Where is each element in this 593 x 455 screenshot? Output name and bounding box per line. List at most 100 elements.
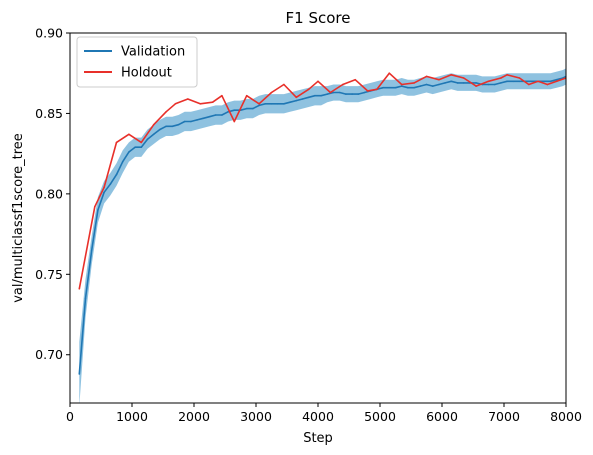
data-point-holdout bbox=[438, 78, 440, 81]
chart-title: F1 Score bbox=[286, 9, 351, 27]
data-point-validation bbox=[500, 82, 502, 84]
data-point-holdout bbox=[506, 74, 508, 76]
data-point-validation bbox=[512, 80, 515, 83]
data-point-validation bbox=[78, 373, 81, 375]
data-point-holdout bbox=[528, 83, 530, 86]
data-point-validation bbox=[276, 103, 279, 105]
y-tick-label: 0.90 bbox=[35, 26, 63, 41]
series-line-validation bbox=[78, 75, 566, 375]
data-point-holdout bbox=[342, 83, 344, 86]
data-point-holdout bbox=[487, 80, 490, 83]
data-point-holdout bbox=[317, 80, 319, 83]
data-point-holdout bbox=[174, 103, 177, 105]
data-point-holdout bbox=[245, 94, 248, 97]
data-point-validation bbox=[121, 160, 124, 163]
data-point-holdout bbox=[400, 83, 403, 86]
data-point-validation bbox=[431, 85, 434, 87]
data-point-validation bbox=[103, 191, 105, 194]
data-point-validation bbox=[258, 104, 260, 107]
data-point-validation bbox=[518, 80, 521, 83]
data-point-validation bbox=[506, 80, 508, 83]
axes: 0 1000 2000 3000 4000 5000 6000 7000 8000 0.70 0.7… bbox=[35, 26, 582, 425]
data-point-validation bbox=[183, 120, 186, 123]
data-point-validation bbox=[214, 114, 217, 116]
x-tick-label: 5000 bbox=[364, 409, 396, 424]
data-point-validation bbox=[202, 117, 205, 120]
legend: Validation Holdout bbox=[76, 36, 198, 88]
data-point-holdout bbox=[283, 83, 285, 86]
data-point-validation bbox=[345, 93, 347, 95]
data-point-holdout bbox=[307, 88, 310, 91]
data-point-holdout bbox=[462, 77, 465, 79]
data-point-holdout bbox=[115, 141, 118, 144]
y-tick-label: 0.75 bbox=[35, 267, 63, 282]
data-point-holdout bbox=[425, 75, 428, 78]
data-point-validation bbox=[128, 151, 130, 153]
data-point-validation bbox=[134, 146, 136, 148]
data-point-holdout bbox=[388, 72, 391, 74]
data-point-validation bbox=[493, 83, 496, 86]
data-point-validation bbox=[289, 101, 291, 103]
data-point-validation bbox=[543, 80, 546, 83]
data-point-holdout bbox=[546, 83, 549, 86]
y-tick-label: 0.85 bbox=[35, 106, 63, 121]
data-point-validation bbox=[301, 98, 304, 100]
data-point-holdout bbox=[450, 74, 453, 76]
data-point-holdout bbox=[187, 98, 189, 100]
data-point-validation bbox=[283, 103, 285, 105]
data-point-validation bbox=[245, 107, 248, 110]
x-tick-label: 4000 bbox=[302, 409, 334, 424]
data-point-holdout bbox=[152, 123, 155, 126]
y-tick-label: 0.80 bbox=[35, 186, 63, 201]
data-point-validation bbox=[227, 111, 229, 113]
data-point-validation bbox=[456, 82, 459, 84]
data-point-validation bbox=[338, 91, 341, 94]
data-point-validation bbox=[332, 91, 335, 94]
data-point-validation bbox=[425, 83, 428, 86]
data-point-validation bbox=[196, 119, 198, 121]
data-point-validation bbox=[97, 209, 99, 211]
data-point-validation bbox=[388, 86, 391, 89]
data-point-validation bbox=[357, 93, 360, 95]
data-point-validation bbox=[84, 297, 87, 300]
data-point-validation bbox=[307, 96, 310, 99]
x-tick-label: 2000 bbox=[178, 409, 210, 424]
data-point-validation bbox=[252, 107, 254, 110]
data-point-validation bbox=[233, 109, 236, 111]
data-point-holdout bbox=[376, 88, 378, 91]
x-tick-label: 0 bbox=[66, 409, 74, 424]
data-point-validation bbox=[487, 83, 490, 86]
legend-label-holdout: Holdout bbox=[121, 66, 172, 81]
data-point-holdout bbox=[140, 141, 143, 144]
data-point-validation bbox=[264, 103, 267, 105]
data-point-validation bbox=[270, 103, 273, 105]
data-point-holdout bbox=[128, 133, 130, 136]
x-tick-label: 6000 bbox=[426, 409, 458, 424]
data-point-holdout bbox=[221, 94, 223, 97]
data-point-validation bbox=[295, 99, 298, 102]
data-point-validation bbox=[400, 85, 403, 87]
data-point-holdout bbox=[555, 80, 558, 83]
data-point-holdout bbox=[78, 288, 81, 290]
data-point-validation bbox=[555, 78, 558, 81]
data-point-holdout bbox=[270, 91, 273, 94]
data-point-holdout bbox=[211, 101, 214, 103]
data-point-validation bbox=[190, 120, 192, 123]
data-point-holdout bbox=[199, 103, 201, 105]
x-tick-label: 8000 bbox=[550, 409, 582, 424]
data-point-holdout bbox=[500, 77, 502, 79]
legend-label-validation: Validation bbox=[121, 45, 185, 60]
data-point-validation bbox=[171, 125, 174, 128]
data-point-holdout bbox=[366, 90, 369, 92]
data-point-validation bbox=[177, 123, 180, 126]
data-point-holdout bbox=[94, 205, 96, 208]
data-point-validation bbox=[413, 86, 415, 89]
data-point-validation bbox=[462, 82, 465, 84]
data-point-validation bbox=[394, 86, 397, 89]
data-point-validation bbox=[363, 91, 366, 94]
data-point-validation bbox=[351, 93, 353, 95]
data-point-validation bbox=[444, 82, 446, 84]
data-point-holdout bbox=[233, 120, 236, 123]
data-point-validation bbox=[140, 146, 143, 148]
